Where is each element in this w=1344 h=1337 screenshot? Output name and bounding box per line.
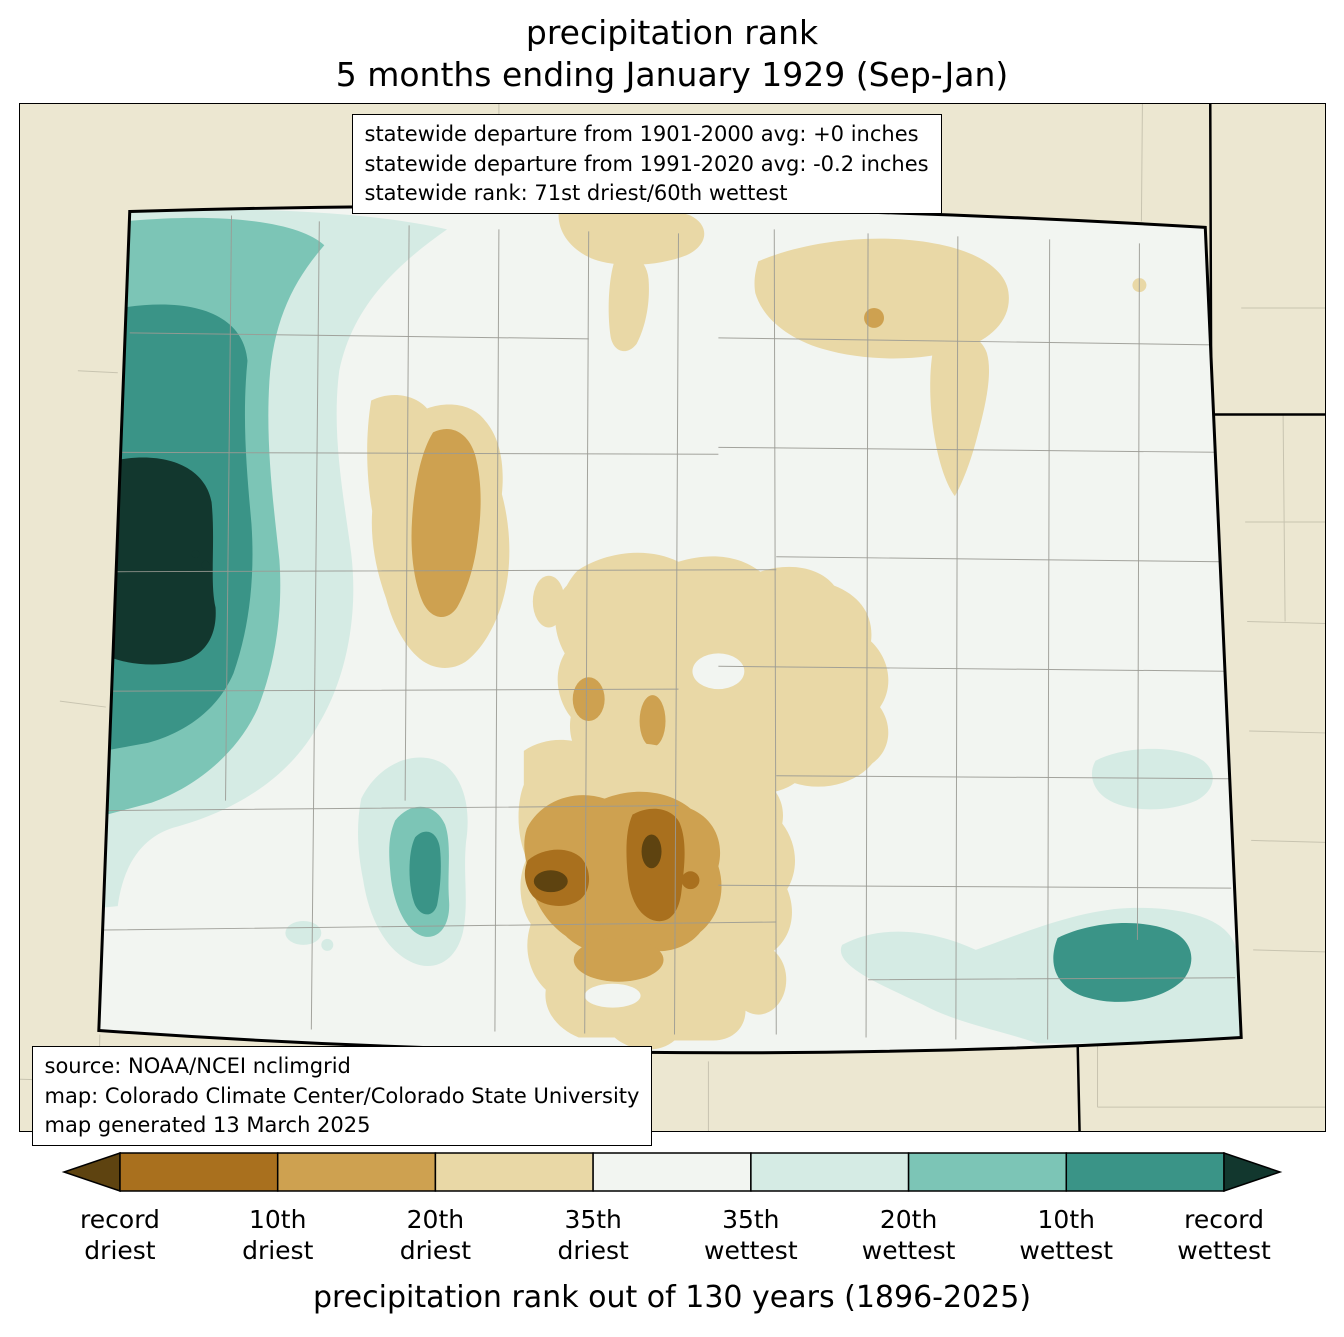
south-dry-10-dot <box>680 871 699 890</box>
legend-label-35th-driest: 35th driest <box>557 1205 629 1266</box>
legend-segment-10th-wettest <box>1065 1152 1225 1192</box>
southeast-wet-lobe <box>1091 749 1213 810</box>
title-line-1: precipitation rank <box>525 13 819 52</box>
legend-label-record-wettest: record wettest <box>1177 1205 1271 1266</box>
title-line-2: 5 months ending January 1929 (Sep-Jan) <box>335 54 1009 94</box>
southeast-wet-core <box>1052 923 1191 1003</box>
legend: record driest 10th driest 20th driest 35… <box>60 1152 1284 1276</box>
colorado-precipitation-map <box>19 104 1325 1132</box>
county-lines-horizontal <box>103 332 1235 981</box>
legend-segment-35th-driest <box>434 1152 594 1192</box>
legend-labels: record driest 10th driest 20th driest 35… <box>60 1204 1284 1276</box>
record-wettest-speck <box>201 560 210 569</box>
southwest-wet-spot <box>284 921 321 946</box>
northeast-dry-core-dot <box>863 308 884 329</box>
midwest-dry-core <box>411 429 481 618</box>
source-line-3: map generated 13 March 2025 <box>44 1112 371 1137</box>
central-dry-core-spot <box>639 695 666 748</box>
county-lines <box>103 215 1235 1040</box>
east-central-dry-arm <box>753 687 882 787</box>
source-line-1: source: NOAA/NCEI nclimgrid <box>44 1054 351 1079</box>
page-title: precipitation rank 5 months ending Janua… <box>0 12 1344 95</box>
legend-caption: precipitation rank out of 130 years (189… <box>312 1280 1032 1316</box>
west-record-wettest-core <box>109 457 216 665</box>
legend-segment-35th-wettest <box>750 1152 910 1192</box>
south-central-wet-10 <box>408 831 441 915</box>
record-driest-core <box>533 870 568 893</box>
county-lines-vertical <box>224 215 1140 1040</box>
legend-segment-20th-driest <box>276 1152 437 1192</box>
legend-label-20th-wettest: 20th wettest <box>861 1205 956 1266</box>
record-driest-core <box>641 834 662 869</box>
statewide-stats-box: statewide departure from 1901-2000 avg: … <box>351 114 942 215</box>
record-wettest-speck <box>191 549 200 558</box>
source-attribution-box: source: NOAA/NCEI nclimgrid map: Colorad… <box>31 1046 653 1147</box>
rank-regions <box>98 207 1241 1050</box>
central-dry-core-spot <box>572 677 605 722</box>
legend-segment-20th-wettest <box>907 1152 1068 1192</box>
source-line-2: map: Colorado Climate Center/Colorado St… <box>44 1083 640 1108</box>
southwest-wet-spot <box>320 939 333 952</box>
legend-colorbar <box>61 1152 1283 1193</box>
stats-line-3: statewide rank: 71st driest/60th wettest <box>364 180 788 205</box>
north-central-dry-patch <box>558 207 704 266</box>
legend-label-35th-wettest: 35th wettest <box>703 1205 798 1266</box>
east-central-dry-spot <box>844 654 881 679</box>
north-central-dry-streak <box>608 254 649 352</box>
legend-label-10th-wettest: 10th wettest <box>1019 1205 1114 1266</box>
south-neutral-hole <box>584 983 641 1008</box>
legend-label-record-driest: record driest <box>80 1205 160 1266</box>
south-dry-20-lower <box>573 938 664 982</box>
northeast-dry-region <box>754 238 1009 359</box>
map-frame: statewide departure from 1901-2000 avg: … <box>18 103 1326 1147</box>
legend-label-20th-driest: 20th driest <box>399 1205 472 1266</box>
south-dry-lower-patch <box>729 945 786 1015</box>
legend-arrow-record-driest <box>61 1152 121 1193</box>
legend-segment-10th-driest <box>119 1152 279 1192</box>
legend-segment-near-normal <box>592 1152 752 1192</box>
stats-line-1: statewide departure from 1901-2000 avg: … <box>364 122 919 147</box>
northeast-dry-extension <box>929 334 989 497</box>
legend-arrow-record-wettest <box>1223 1152 1283 1193</box>
stats-line-2: statewide departure from 1991-2020 avg: … <box>364 151 929 176</box>
legend-label-10th-driest: 10th driest <box>242 1205 314 1266</box>
central-neutral-hole <box>691 653 744 690</box>
